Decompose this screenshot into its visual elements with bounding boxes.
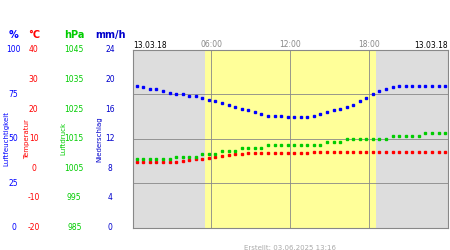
Text: Niederschlag: Niederschlag xyxy=(96,116,102,162)
Text: 985: 985 xyxy=(67,223,81,232)
Text: -20: -20 xyxy=(27,223,40,232)
Text: 995: 995 xyxy=(67,194,81,202)
Bar xyxy=(133,50,205,228)
Text: 50: 50 xyxy=(9,134,18,143)
Bar xyxy=(205,50,376,228)
Bar xyxy=(376,50,448,228)
Text: 13.03.18: 13.03.18 xyxy=(414,41,448,50)
Text: hPa: hPa xyxy=(64,30,85,40)
Text: Luftdruck: Luftdruck xyxy=(60,122,66,155)
Text: 0: 0 xyxy=(11,223,16,232)
Text: mm/h: mm/h xyxy=(95,30,126,40)
Text: 25: 25 xyxy=(9,178,18,188)
Text: 0: 0 xyxy=(32,164,36,173)
Text: 1005: 1005 xyxy=(64,164,84,173)
Text: %: % xyxy=(9,30,18,40)
Text: 16: 16 xyxy=(105,105,115,114)
Text: 40: 40 xyxy=(29,46,39,54)
Text: 8: 8 xyxy=(108,164,112,173)
Text: 13.03.18: 13.03.18 xyxy=(133,41,166,50)
Text: Erstellt: 03.06.2025 13:16: Erstellt: 03.06.2025 13:16 xyxy=(244,245,336,250)
Text: -10: -10 xyxy=(27,194,40,202)
Text: 20: 20 xyxy=(29,105,39,114)
Text: 30: 30 xyxy=(29,75,39,84)
Text: 24: 24 xyxy=(105,46,115,54)
Text: 4: 4 xyxy=(108,194,112,202)
Text: 1035: 1035 xyxy=(64,75,84,84)
Text: Temperatur: Temperatur xyxy=(24,119,30,159)
Text: Luftfeuchtigkeit: Luftfeuchtigkeit xyxy=(3,111,9,166)
Text: 0: 0 xyxy=(108,223,112,232)
Text: 1045: 1045 xyxy=(64,46,84,54)
Text: 100: 100 xyxy=(6,46,21,54)
Text: 20: 20 xyxy=(105,75,115,84)
Text: 1015: 1015 xyxy=(65,134,84,143)
Text: 1025: 1025 xyxy=(65,105,84,114)
Text: °C: °C xyxy=(28,30,40,40)
Text: 75: 75 xyxy=(9,90,18,99)
Text: 10: 10 xyxy=(29,134,39,143)
Text: 12: 12 xyxy=(105,134,115,143)
